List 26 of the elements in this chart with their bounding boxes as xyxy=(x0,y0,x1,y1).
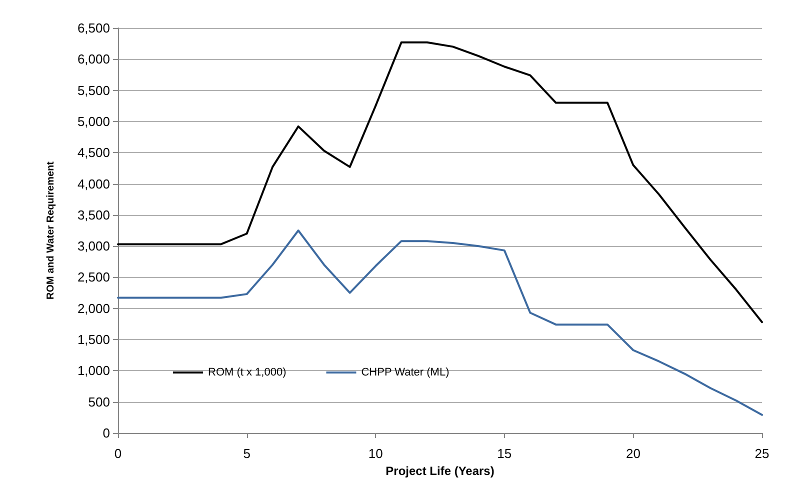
x-tick-label: 25 xyxy=(754,446,770,461)
x-tick-label: 0 xyxy=(114,446,122,461)
y-tick-label: 6,000 xyxy=(77,52,110,67)
y-tick-label: 5,500 xyxy=(77,82,110,98)
line-series xyxy=(117,230,763,416)
y-tick-label: 0 xyxy=(102,426,110,440)
y-tick-label: 3,000 xyxy=(77,238,110,254)
y-tick-label: 1,500 xyxy=(77,332,110,348)
y-tick-label: 500 xyxy=(88,394,110,410)
x-axis-title: Project Life (Years) xyxy=(386,464,494,478)
y-tick-label: 6,500 xyxy=(77,20,110,36)
x-tick-label: 15 xyxy=(497,446,512,461)
y-tick-label: 4,500 xyxy=(77,145,110,160)
y-tick-label: 4,000 xyxy=(77,176,110,192)
y-tick-label: 2,500 xyxy=(77,270,110,285)
line-series xyxy=(117,41,763,324)
y-tick-label: 1,000 xyxy=(77,363,110,378)
y-tick-label: 2,000 xyxy=(77,300,110,316)
x-tick-label: 5 xyxy=(243,446,250,461)
y-tick-label: 5,000 xyxy=(77,114,110,129)
x-tick-label: 20 xyxy=(626,446,640,461)
x-tick-label: 10 xyxy=(368,446,383,461)
legend-label: CHPP Water (ML) xyxy=(361,366,450,378)
y-tick-label: 3,500 xyxy=(77,207,110,222)
y-axis-title: ROM and Water Requirement xyxy=(46,160,56,300)
legend-label: ROM (t x 1,000) xyxy=(208,366,286,378)
